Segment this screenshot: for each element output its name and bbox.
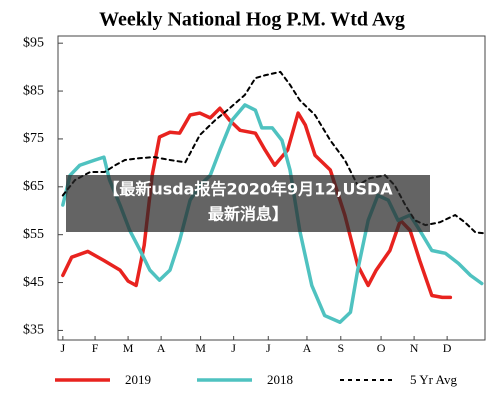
x-tick-label: S: [337, 341, 344, 355]
x-tick-label: N: [410, 341, 419, 355]
x-tick-label: A: [303, 341, 312, 355]
x-tick-label: J: [231, 341, 236, 355]
x-tick-label: J: [60, 341, 65, 355]
y-tick-label: $65: [23, 179, 44, 194]
y-tick-label: $95: [23, 35, 44, 50]
series-line: [61, 106, 453, 300]
legend: 2019 2018 5 Yr Avg: [55, 372, 457, 387]
y-tick-label: $35: [23, 323, 44, 338]
y-tick-label: $45: [23, 275, 44, 290]
chart-title: Weekly National Hog P.M. Wtd Avg: [99, 9, 405, 31]
y-tick-label: $75: [23, 131, 44, 146]
x-tick-label: M: [123, 341, 134, 355]
x-tick-label: M: [195, 341, 206, 355]
banner-box: [66, 175, 430, 232]
banner-text: 最新消息】: [208, 205, 288, 224]
y-tick-label: $85: [23, 83, 44, 98]
banner: 【最新usda报告2020年9月12,USDA 最新消息】: [66, 175, 430, 232]
legend-label: 2018: [267, 372, 293, 387]
x-tick-label: F: [92, 341, 99, 355]
x-tick-label: J: [266, 341, 271, 355]
x-tick-label: A: [157, 341, 166, 355]
banner-text: 【最新usda报告2020年9月12,USDA: [103, 180, 393, 199]
plot-frame: [57, 35, 486, 341]
x-tick-label: D: [443, 341, 452, 355]
legend-label: 5 Yr Avg: [410, 372, 457, 387]
y-tick-label: $55: [23, 227, 44, 242]
x-tick-label: O: [377, 341, 386, 355]
legend-label: 2019: [125, 372, 151, 387]
